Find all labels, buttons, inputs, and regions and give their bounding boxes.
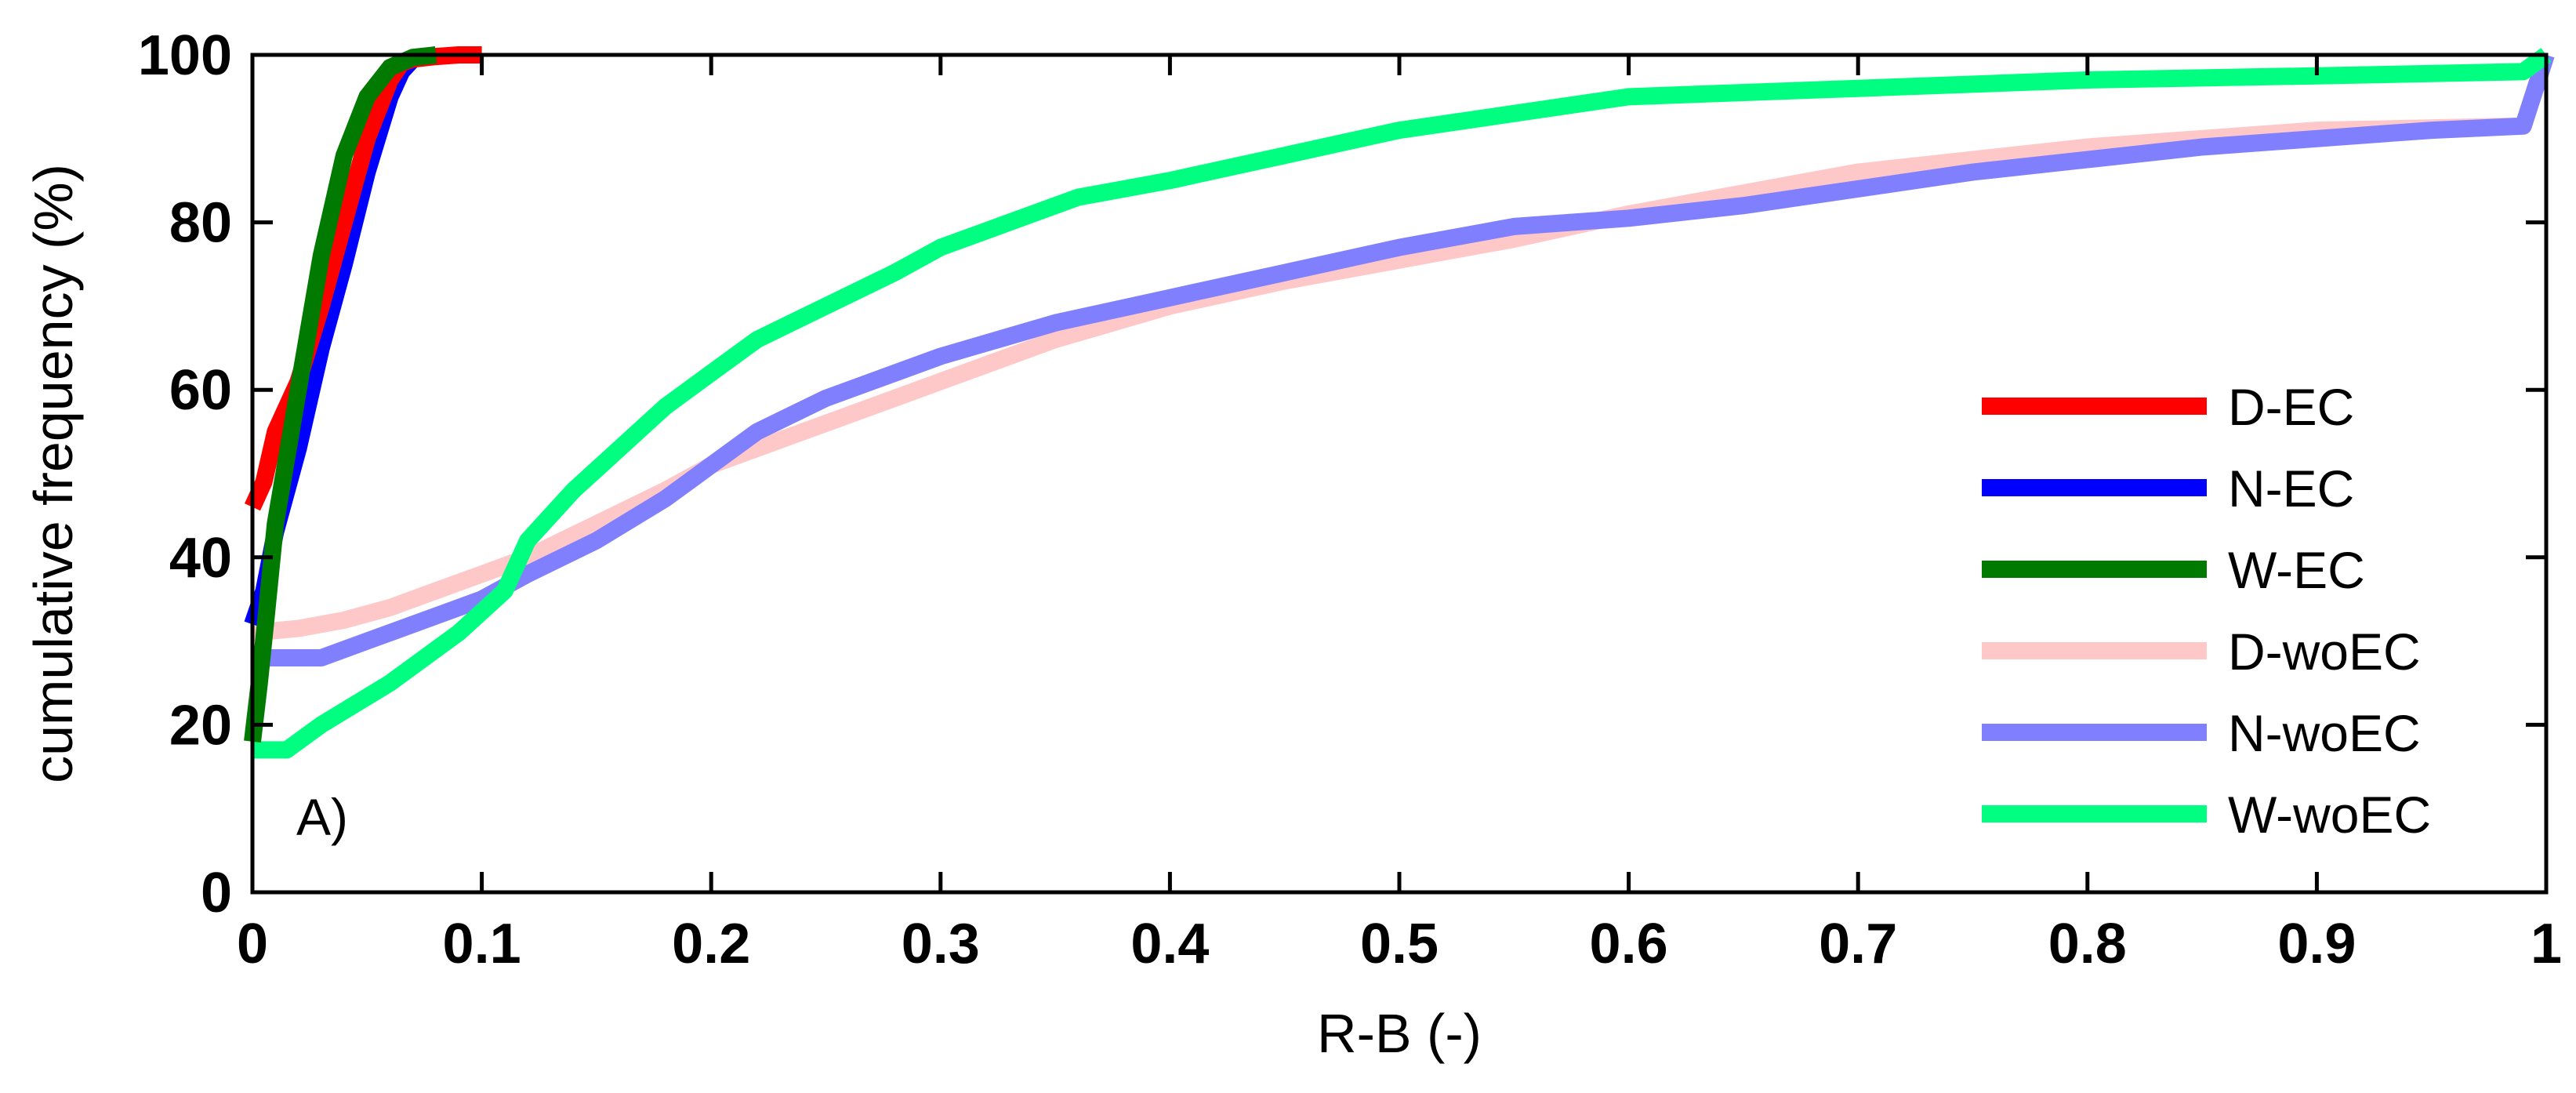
y-tick-label: 60 [169, 359, 232, 422]
legend: D-EC N-EC W-EC D-woEC N-woEC W-woEC [1982, 378, 2431, 844]
legend-label: W-EC [2228, 541, 2365, 599]
ticks-layer [250, 53, 2549, 895]
legend-label: N-woEC [2228, 704, 2421, 762]
x-tick-label: 0.6 [1590, 913, 1668, 975]
x-tick-label: 0.1 [443, 913, 521, 975]
legend-label: D-EC [2228, 378, 2354, 436]
x-tick-label: 1 [2531, 913, 2562, 975]
plot-background [252, 55, 2546, 892]
x-tick-label: 0.7 [1819, 913, 1897, 975]
y-tick-label: 80 [169, 192, 232, 255]
x-tick-label: 0.4 [1130, 913, 1209, 975]
series-layer [244, 46, 2555, 759]
series-line-w-woec [252, 48, 2552, 759]
legend-label: N-EC [2228, 459, 2354, 517]
x-tick-label: 0.8 [2048, 913, 2127, 975]
legend-label: W-woEC [2228, 786, 2431, 844]
y-tick-label: 0 [201, 862, 232, 924]
plot-area [252, 55, 2546, 892]
x-tick-label: 0.5 [1360, 913, 1439, 975]
y-tick-label: 40 [169, 527, 232, 590]
x-tick-label: 0.9 [2277, 913, 2356, 975]
series-line-d-woec [252, 52, 2555, 641]
x-axis-label: R-B (-) [1317, 1003, 1482, 1064]
x-tick-label: 0.2 [672, 913, 750, 975]
legend-label: D-woEC [2228, 623, 2421, 681]
y-tick-label: 20 [169, 694, 232, 757]
tick-labels-layer: 0 0.1 0.2 0.3 0.4 0.5 0.6 0.7 0.8 0.9 1 0 20 40 60 80 10… [138, 24, 2562, 975]
panel-annotation: A) [296, 788, 348, 846]
x-tick-label: 0 [237, 913, 268, 975]
series-line-w-ec [244, 46, 437, 743]
x-tick-label: 0.3 [902, 913, 980, 975]
y-tick-label: 100 [138, 24, 232, 87]
y-axis-label: cumulative frequency (%) [23, 164, 84, 783]
